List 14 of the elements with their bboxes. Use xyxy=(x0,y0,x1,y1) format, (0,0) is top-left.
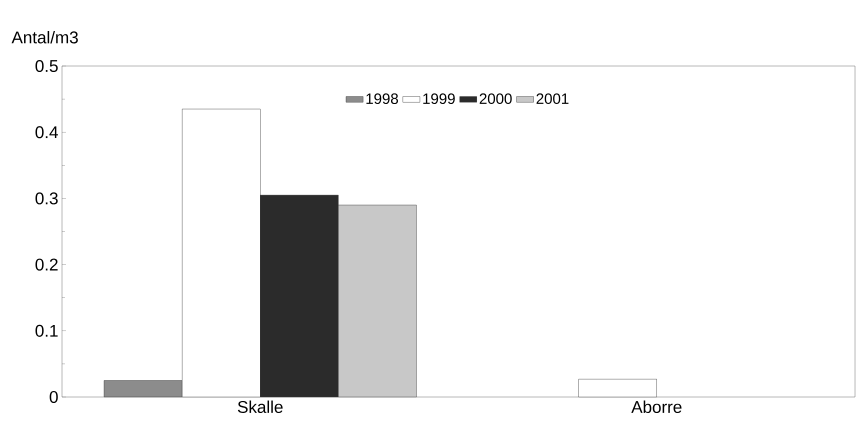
y-tick-label: 0.2 xyxy=(36,258,58,271)
y-tick-label: 0.3 xyxy=(36,192,58,204)
bar xyxy=(578,378,657,398)
y-tick-label: 0.5 xyxy=(36,60,58,72)
legend-label: 1999 xyxy=(423,93,455,104)
y-tick-label: 0.1 xyxy=(36,324,58,337)
legend-label: 1998 xyxy=(366,93,398,104)
y-axis-title: Antal/m3 xyxy=(12,30,78,44)
legend-label: 2000 xyxy=(480,93,512,104)
x-tick-label: Aborre xyxy=(631,400,682,414)
y-tick-label: 0 xyxy=(50,390,58,404)
y-tick-label: 0.4 xyxy=(36,126,58,138)
x-tick-label: Skalle xyxy=(238,400,283,414)
legend-label: 2001 xyxy=(536,93,568,104)
